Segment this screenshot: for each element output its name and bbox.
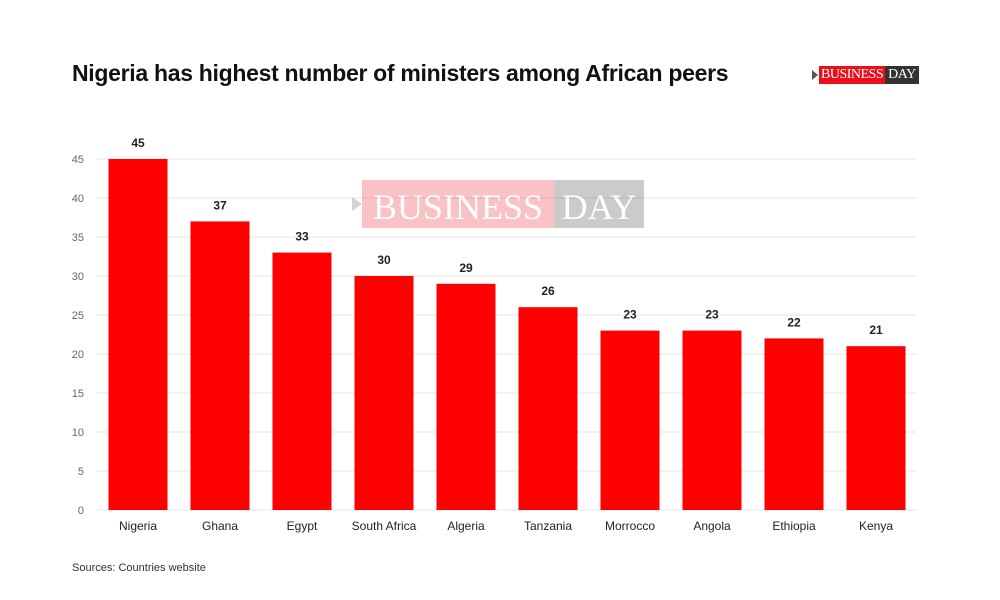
data-label: 45 bbox=[131, 136, 145, 150]
y-tick-label: 15 bbox=[72, 388, 84, 400]
bar bbox=[846, 346, 906, 510]
x-tick-label: Angola bbox=[693, 519, 731, 533]
x-tick-label: Algeria bbox=[447, 519, 485, 533]
watermark-red-box bbox=[362, 180, 554, 228]
x-tick-label: Nigeria bbox=[119, 519, 157, 533]
y-tick-label: 5 bbox=[78, 466, 84, 478]
logo-day-text: DAY bbox=[885, 66, 919, 84]
bar bbox=[354, 276, 414, 510]
data-label: 21 bbox=[869, 323, 883, 337]
x-tick-label: Ghana bbox=[202, 519, 238, 533]
y-tick-label: 0 bbox=[78, 505, 84, 517]
x-tick-label: Egypt bbox=[287, 519, 318, 533]
data-label: 26 bbox=[541, 284, 555, 298]
x-tick-label: South Africa bbox=[352, 519, 417, 533]
bar bbox=[764, 338, 824, 510]
watermark-arrow-icon bbox=[352, 197, 362, 211]
bar bbox=[108, 159, 168, 510]
y-tick-label: 45 bbox=[72, 154, 84, 166]
source-note: Sources: Countries website bbox=[72, 562, 206, 574]
data-label: 23 bbox=[705, 308, 719, 322]
y-tick-label: 20 bbox=[72, 349, 84, 361]
watermark-day-text: DAY bbox=[562, 187, 637, 227]
watermark: BUSINESS DAY bbox=[352, 180, 644, 228]
data-label: 33 bbox=[295, 230, 309, 244]
x-tick-label: Tanzania bbox=[524, 519, 572, 533]
businessday-logo: BUSINESS DAY bbox=[812, 66, 919, 84]
bar bbox=[190, 221, 250, 510]
data-label: 23 bbox=[623, 308, 637, 322]
y-tick-label: 35 bbox=[72, 232, 84, 244]
x-tick-label: Kenya bbox=[859, 519, 893, 533]
bar bbox=[272, 252, 332, 510]
y-tick-label: 40 bbox=[72, 193, 84, 205]
bar bbox=[682, 330, 742, 510]
data-label: 29 bbox=[459, 261, 473, 275]
data-label: 22 bbox=[787, 315, 801, 329]
logo-business-text: BUSINESS bbox=[819, 66, 886, 84]
watermark-business-text: BUSINESS bbox=[373, 187, 543, 227]
x-tick-label: Ethiopia bbox=[772, 519, 816, 533]
bar bbox=[600, 330, 660, 510]
watermark-dark-box bbox=[554, 180, 644, 228]
bar bbox=[518, 307, 578, 510]
y-tick-label: 25 bbox=[72, 310, 84, 322]
data-label: 30 bbox=[377, 253, 391, 267]
chart-title: Nigeria has highest number of ministers … bbox=[72, 60, 729, 86]
x-tick-label: Morrocco bbox=[605, 519, 655, 533]
y-tick-label: 30 bbox=[72, 271, 84, 283]
logo-arrow-icon bbox=[812, 70, 818, 80]
bar bbox=[436, 283, 496, 510]
y-tick-label: 10 bbox=[72, 427, 84, 439]
data-label: 37 bbox=[213, 198, 227, 212]
